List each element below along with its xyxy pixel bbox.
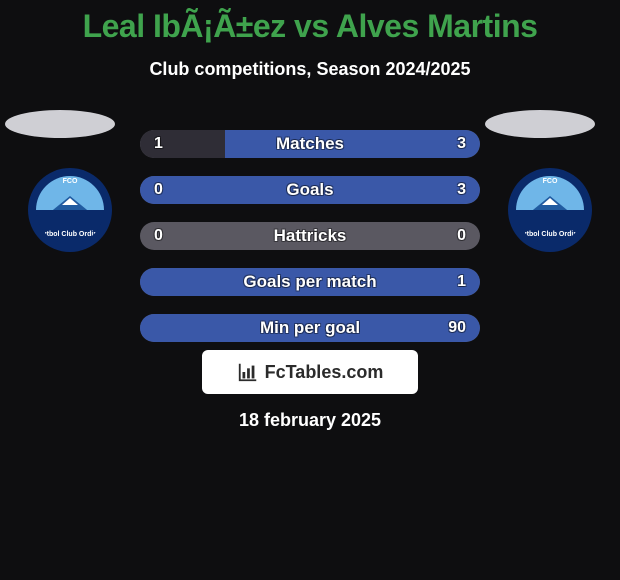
stat-label: Hattricks — [140, 222, 480, 250]
stat-label: Min per goal — [140, 314, 480, 342]
stat-value-right: 1 — [457, 268, 466, 296]
page-subtitle: Club competitions, Season 2024/2025 — [0, 59, 620, 80]
crest-bottom-text: Futbol Club Ordino — [36, 231, 104, 238]
stat-value-right: 90 — [448, 314, 466, 342]
crest-bottom-text: Futbol Club Ordino — [516, 231, 584, 238]
stat-value-left: 0 — [154, 176, 163, 204]
stat-row: Min per goal90 — [140, 314, 480, 342]
crest-band — [516, 210, 584, 244]
crest-inner: FCO Futbol Club Ordino — [516, 176, 584, 244]
player-slot-left — [5, 110, 115, 138]
date-text: 18 february 2025 — [0, 410, 620, 431]
crest-band — [36, 210, 104, 244]
stat-value-right: 3 — [457, 130, 466, 158]
player-slot-right — [485, 110, 595, 138]
page-title: Leal IbÃ¡Ã±ez vs Alves Martins — [0, 0, 620, 45]
stat-row: Matches1 3 — [140, 130, 480, 158]
club-crest-right: FCO Futbol Club Ordino — [508, 168, 592, 252]
crest-snow — [542, 198, 558, 205]
stat-value-left: 1 — [154, 130, 163, 158]
bar-chart-icon — [237, 361, 259, 383]
stat-label: Goals per match — [140, 268, 480, 296]
club-crest-left: FCO Futbol Club Ordino — [28, 168, 112, 252]
stat-label: Goals — [140, 176, 480, 204]
stat-row: Hattricks0 0 — [140, 222, 480, 250]
crest-inner: FCO Futbol Club Ordino — [36, 176, 104, 244]
stat-value-left: 0 — [154, 222, 163, 250]
stat-value-right: 3 — [457, 176, 466, 204]
stat-row: Goals0 3 — [140, 176, 480, 204]
crest-snow — [62, 198, 78, 205]
stat-value-right: 0 — [457, 222, 466, 250]
stat-label: Matches — [140, 130, 480, 158]
comparison-infographic: Leal IbÃ¡Ã±ez vs Alves Martins Club comp… — [0, 0, 620, 580]
branding-text: FcTables.com — [265, 362, 384, 383]
crest-top-text: FCO — [516, 178, 584, 185]
stat-rows: Matches13Goals03Hattricks00Goals per mat… — [140, 130, 480, 360]
branding-box: FcTables.com — [202, 350, 418, 394]
stats-area: FCO Futbol Club Ordino FCO Futbol Club O… — [0, 110, 620, 350]
crest-top-text: FCO — [36, 178, 104, 185]
stat-row: Goals per match1 — [140, 268, 480, 296]
